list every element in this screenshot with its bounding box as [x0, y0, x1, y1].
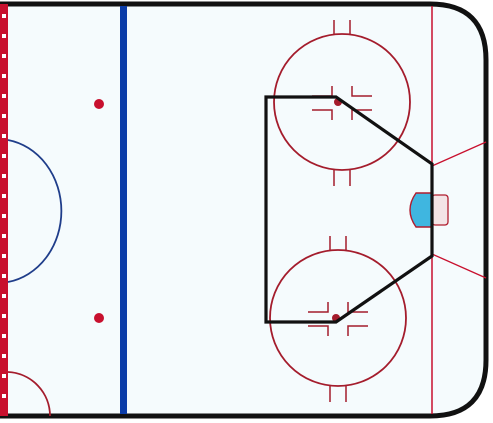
neutral-dot-top [94, 99, 104, 109]
blue-line [120, 6, 127, 414]
trapezoid-bottom [431, 253, 487, 279]
neutral-dot-bottom [94, 313, 104, 323]
center-circle [7, 139, 63, 283]
trapezoid-top [431, 141, 487, 167]
center-line-dashes [2, 14, 6, 398]
center-red-line [0, 4, 8, 416]
slot-zone-outline [264, 95, 434, 324]
neutral-circle-partial [7, 371, 51, 417]
goal-crease [409, 192, 449, 228]
